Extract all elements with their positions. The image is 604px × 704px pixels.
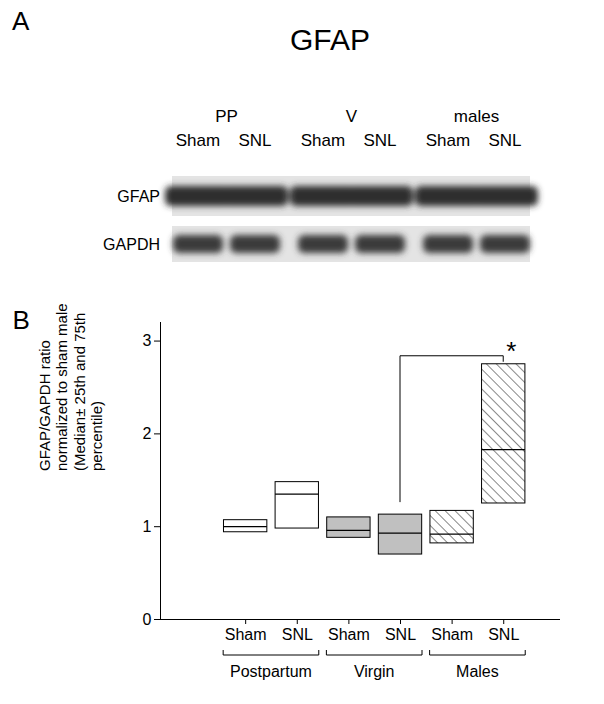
svg-text:SNL: SNL — [282, 626, 313, 643]
svg-text:SNL: SNL — [385, 626, 416, 643]
svg-text:GAPDH: GAPDH — [103, 236, 160, 253]
svg-text:GFAP/GAPDH rationormalized to: GFAP/GAPDH rationormalized to sham male(… — [36, 303, 105, 471]
svg-text:0: 0 — [143, 611, 152, 628]
svg-text:Postpartum: Postpartum — [230, 663, 312, 680]
svg-text:3: 3 — [143, 332, 152, 349]
svg-text:B: B — [13, 305, 30, 335]
svg-text:Sham: Sham — [431, 626, 473, 643]
svg-text:GFAP: GFAP — [290, 23, 370, 56]
svg-text:V: V — [346, 107, 358, 126]
svg-text:SNL: SNL — [363, 131, 396, 150]
svg-text:Virgin: Virgin — [354, 663, 395, 680]
svg-text:Males: Males — [456, 663, 499, 680]
svg-text:Sham: Sham — [328, 626, 370, 643]
svg-text:2: 2 — [143, 425, 152, 442]
svg-text:GFAP: GFAP — [117, 188, 160, 205]
svg-text:Sham: Sham — [301, 131, 345, 150]
svg-text:*: * — [506, 336, 516, 366]
svg-text:SNL: SNL — [488, 131, 521, 150]
svg-text:SNL: SNL — [488, 626, 519, 643]
svg-text:Sham: Sham — [176, 131, 220, 150]
svg-text:PP: PP — [215, 107, 238, 126]
svg-text:Sham: Sham — [225, 626, 267, 643]
svg-text:SNL: SNL — [238, 131, 271, 150]
svg-text:A: A — [12, 6, 30, 36]
svg-text:Sham: Sham — [426, 131, 470, 150]
svg-text:males: males — [454, 107, 499, 126]
svg-text:1: 1 — [143, 518, 152, 535]
